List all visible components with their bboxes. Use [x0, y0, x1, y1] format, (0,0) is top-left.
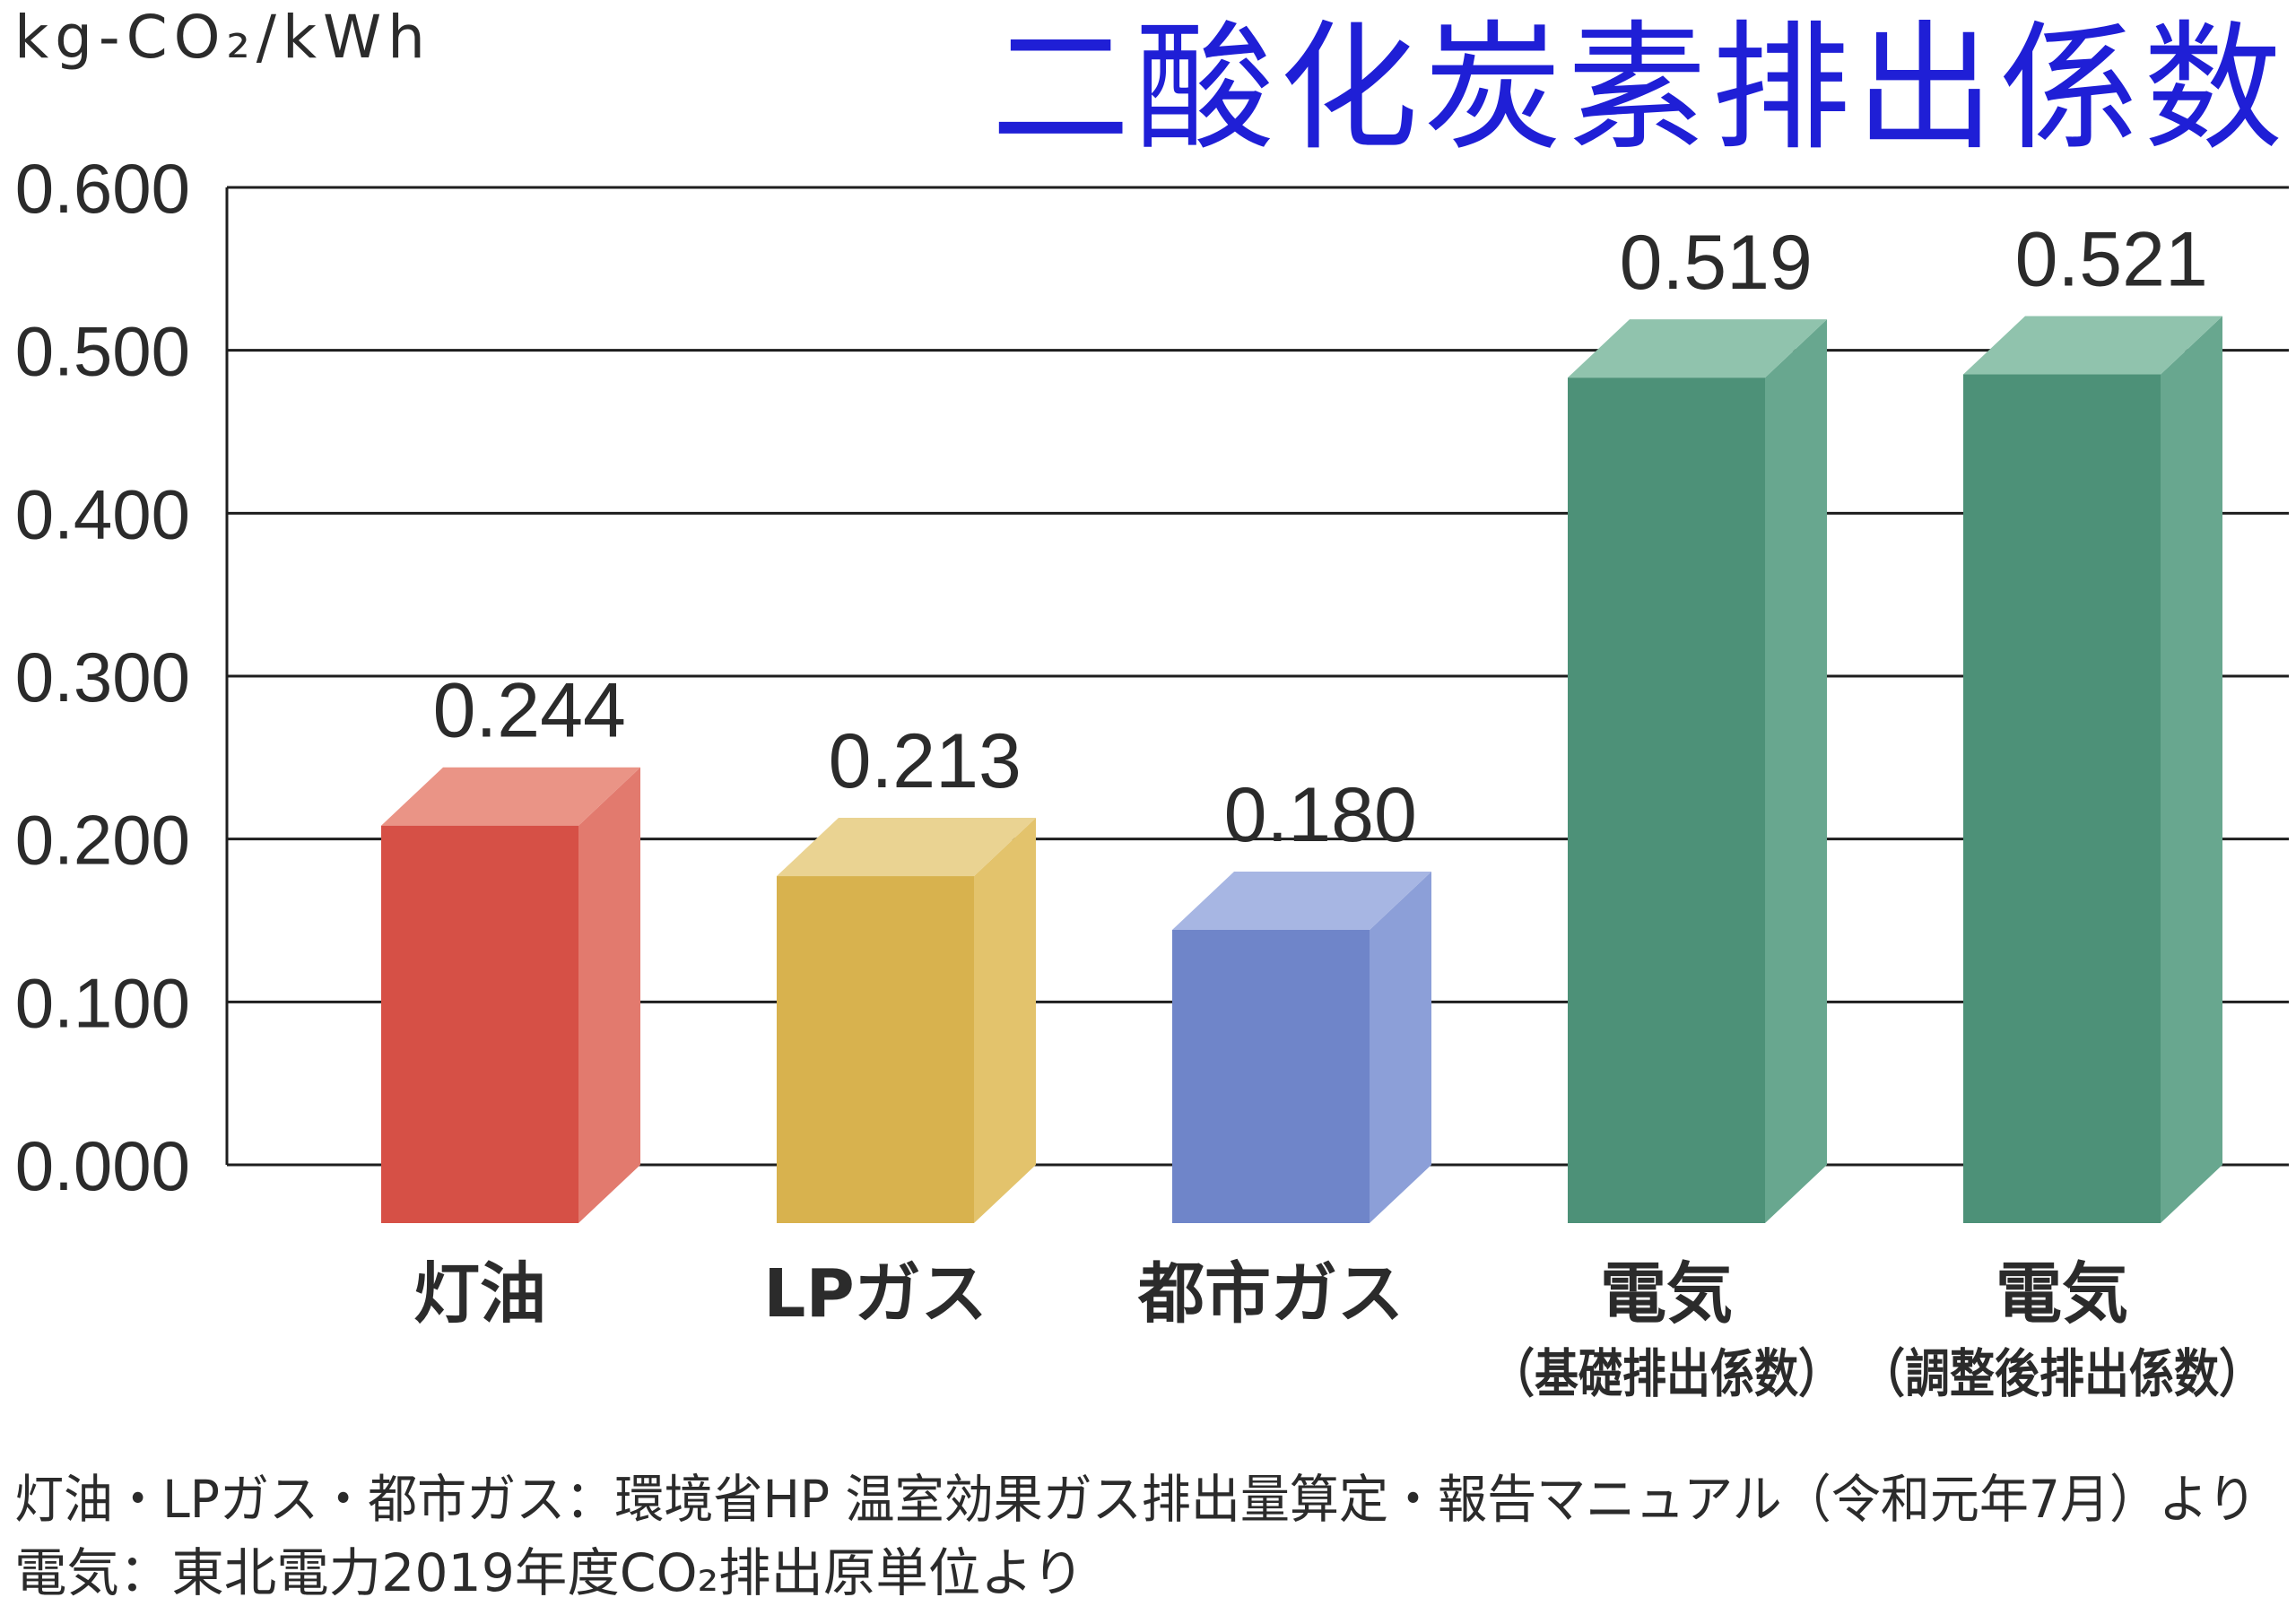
bar-top-face	[1172, 872, 1431, 930]
source-note-fuels: 灯油・LPガス・都市ガス：環境省HP 温室効果ガス排出量算定・報告マニュアル（令…	[14, 1469, 2257, 1530]
bar-category-label: 都市ガス	[1137, 1255, 1404, 1333]
bar-category-label: 灯油	[413, 1255, 546, 1333]
bar-category-sublabel: （基礎排出係数）	[1491, 1343, 1842, 1404]
bar-side-face	[974, 818, 1036, 1223]
y-tick-labels: 0.000 0.100 0.200 0.300 0.400 0.500 0.600	[15, 149, 190, 1205]
bar-3	[1172, 872, 1431, 1223]
bar-4	[1568, 319, 1827, 1223]
bar-front-face	[1963, 374, 2161, 1223]
bar-top-face	[777, 818, 1036, 877]
bar-front-face	[1568, 378, 1765, 1223]
bar-value-label: 0.519	[1620, 220, 1813, 306]
bar-category-sublabel: （調整後排出係数）	[1860, 1343, 2264, 1404]
bars	[381, 316, 2222, 1223]
category-labels: 灯油 LPガス 都市ガス 電気 （基礎排出係数） 電気 （調整後排出係数）	[413, 1255, 2264, 1404]
bar-category-label: 電気	[1996, 1255, 2128, 1333]
bar-front-face	[777, 876, 974, 1223]
bar-1	[381, 767, 640, 1223]
bar-value-label: 0.180	[1224, 772, 1417, 858]
bar-value-labels: 0.244 0.213 0.180 0.519 0.521	[433, 217, 2208, 858]
bar-front-face	[1172, 930, 1370, 1223]
source-note-electricity: 電気：東北電力2019年度CO₂排出原単位より	[14, 1542, 1084, 1603]
bar-value-label: 0.244	[433, 668, 626, 754]
y-tick-label: 0.200	[15, 801, 190, 880]
y-tick-label: 0.400	[15, 474, 190, 553]
bar-top-face	[381, 767, 640, 826]
y-axis-unit-label: kg-CO₂/kWh	[14, 3, 425, 72]
y-tick-label: 0.600	[15, 149, 190, 228]
bar-top-face	[1568, 319, 1827, 378]
bar-value-label: 0.521	[2015, 217, 2208, 303]
bar-5	[1963, 316, 2222, 1223]
y-tick-label: 0.500	[15, 312, 190, 391]
bar-side-face	[1765, 319, 1827, 1223]
chart-title: 二酸化炭素排出係数	[991, 7, 2283, 169]
bar-top-face	[1963, 316, 2222, 375]
bar-side-face	[578, 767, 640, 1223]
bar-category-label: 電気	[1600, 1255, 1733, 1333]
y-tick-label: 0.300	[15, 638, 190, 716]
bar-front-face	[381, 825, 578, 1223]
bar-value-label: 0.213	[829, 718, 1022, 804]
bar-side-face	[2161, 316, 2222, 1223]
bar-2	[777, 818, 1036, 1223]
y-tick-label: 0.100	[15, 963, 190, 1042]
bar-category-label: LPガス	[763, 1255, 987, 1333]
y-tick-label: 0.000	[15, 1126, 190, 1205]
bar-side-face	[1370, 872, 1431, 1223]
